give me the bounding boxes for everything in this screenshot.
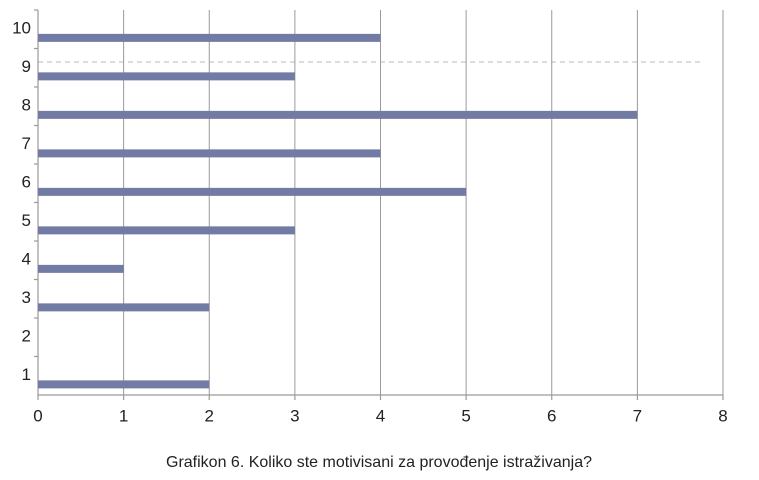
x-tick-label: 8 <box>718 406 727 425</box>
y-tick-label: 2 <box>22 327 31 346</box>
y-tick-label: 1 <box>22 365 31 384</box>
y-tick-label: 8 <box>22 96 31 115</box>
bar <box>38 187 467 196</box>
x-tick-label: 6 <box>547 406 556 425</box>
bar <box>38 149 381 158</box>
x-tick-label: 2 <box>205 406 214 425</box>
x-tick-label: 0 <box>33 406 42 425</box>
x-tick-label: 3 <box>290 406 299 425</box>
x-tick-label: 7 <box>633 406 642 425</box>
y-tick-label: 10 <box>12 19 31 38</box>
bar <box>38 110 638 119</box>
y-tick-label: 3 <box>22 288 31 307</box>
bar <box>38 303 210 312</box>
bar <box>38 264 124 273</box>
y-tick-label: 7 <box>22 134 31 153</box>
bar <box>38 72 295 81</box>
y-tick-label: 9 <box>22 57 31 76</box>
x-tick-label: 1 <box>119 406 128 425</box>
y-tick-label: 6 <box>22 173 31 192</box>
bar <box>38 33 381 42</box>
chart-title: Grafikon 6. Koliko ste motivisani za pro… <box>166 454 592 471</box>
x-tick-label: 5 <box>461 406 470 425</box>
x-tick-label: 4 <box>376 406 385 425</box>
y-tick-label: 4 <box>22 250 31 269</box>
bar <box>38 380 210 389</box>
y-tick-label: 5 <box>22 211 31 230</box>
bar <box>38 226 295 235</box>
